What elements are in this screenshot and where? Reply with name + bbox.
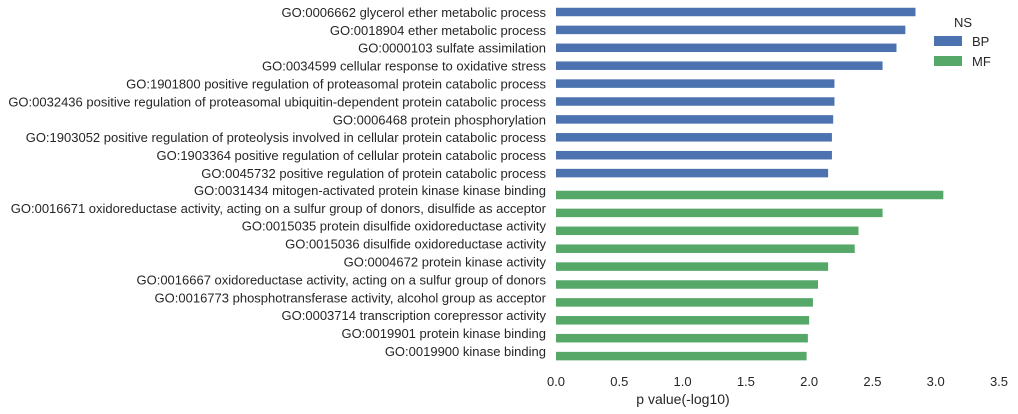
x-axis-ticks: 0.0 0.5 1.0 1.5 2.0 2.5 3.0 3.5 [547,374,1008,389]
category-label: GO:0015035 protein disulfide oxidoreduct… [242,219,547,234]
legend-swatch-mf [934,56,962,66]
x-tick-label: 2.5 [863,374,881,389]
bar-mf [556,280,819,289]
category-label: GO:0000103 sulfate assimilation [358,41,546,56]
bar-mf [556,244,855,253]
bar-mf [556,262,829,271]
category-label: GO:0034599 cellular response to oxidativ… [262,59,546,74]
category-label: GO:0016667 oxidoreductase activity, acti… [136,272,546,287]
bars [556,7,944,361]
bar-mf [556,298,813,307]
x-tick-label: 1.5 [737,374,755,389]
bar-mf [556,190,944,200]
bar-bp [556,43,897,53]
x-tick-label: 3.5 [990,374,1008,389]
category-label: GO:1903052 positive regulation of proteo… [26,130,547,145]
category-label: GO:0003714 transcription corepressor act… [282,308,547,323]
legend-title: NS [954,15,972,30]
bar-bp [556,150,832,160]
category-labels: GO:0006662 glycerol ether metabolic proc… [8,5,546,359]
bar-mf [556,351,807,361]
bar-bp [556,97,835,106]
category-label: GO:0032436 positive regulation of protea… [8,94,546,109]
legend: NS BP MF [934,15,991,69]
bar-bp [556,133,832,142]
legend-swatch-bp [934,36,962,46]
category-label: GO:0031434 mitogen-activated protein kin… [194,183,546,198]
category-label: GO:0019901 protein kinase binding [341,326,546,341]
x-tick-label: 2.0 [800,374,818,389]
x-tick-label: 0.5 [610,374,628,389]
x-tick-label: 3.0 [927,374,945,389]
x-tick-label: 0.0 [547,374,565,389]
bar-bp [556,25,906,35]
category-label: GO:0004672 protein kinase activity [344,255,547,270]
bar-mf [556,208,883,218]
category-label: GO:1901800 positive regulation of protea… [126,77,546,92]
bar-bp [556,115,834,124]
x-tick-label: 1.0 [674,374,692,389]
bar-mf [556,333,808,343]
bar-bp [556,61,883,70]
category-label: GO:0015036 disulfide oxidoreductase acti… [285,237,546,252]
category-label: GO:0019900 kinase binding [385,344,546,359]
category-label: GO:0016671 oxidoreductase activity, acti… [11,201,547,216]
legend-label-bp: BP [972,34,989,49]
legend-label-mf: MF [972,54,991,69]
bar-bp [556,7,916,17]
category-label: GO:1903364 positive regulation of cellul… [156,148,546,163]
bar-mf [556,226,859,236]
category-label: GO:0006468 protein phosphorylation [333,112,546,127]
bar-bp [556,168,829,178]
category-label: GO:0016773 phosphotransferase activity, … [155,290,547,305]
category-label: GO:0045732 positive regulation of protei… [201,166,546,181]
category-label: GO:0006662 glycerol ether metabolic proc… [282,5,547,20]
x-axis-label: p value(-log10) [636,391,729,407]
bar-bp [556,79,835,88]
category-label: GO:0018904 ether metabolic process [330,23,547,38]
bar-mf [556,316,810,325]
